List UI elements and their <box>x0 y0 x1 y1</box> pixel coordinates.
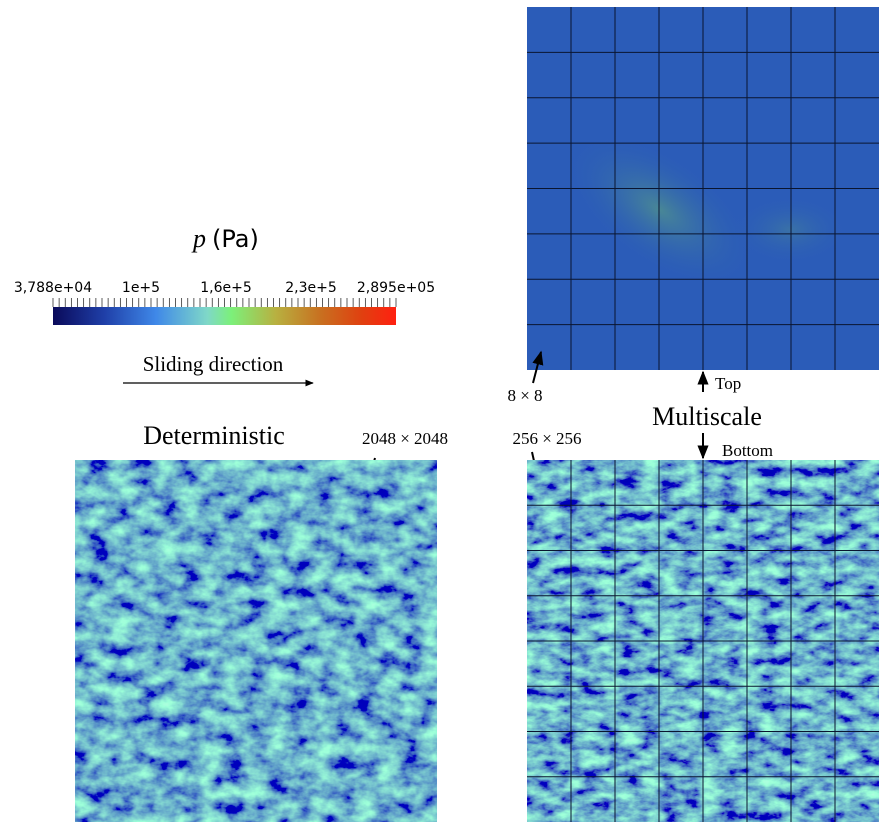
multiscale-title: Multiscale <box>652 402 762 431</box>
arrow <box>532 350 544 384</box>
grid <box>527 7 879 370</box>
top-resolution: 8 × 8 <box>507 386 542 405</box>
legend-symbol: p <box>191 224 206 253</box>
grid <box>527 460 879 822</box>
deterministic-resolution: 2048 × 2048 <box>362 429 448 448</box>
sliding-label: Sliding direction <box>143 352 284 376</box>
colorbar-label: 2,895e+05 <box>357 280 435 296</box>
colorbar-ticks <box>52 298 397 307</box>
colorbar-label: 1,6e+5 <box>200 280 252 296</box>
top-label: Top <box>715 374 741 393</box>
colorbar-label: 2,3e+5 <box>285 280 337 296</box>
bottom-label: Bottom <box>722 441 773 460</box>
colorbar-label: 3,788e+04 <box>14 280 92 296</box>
bottom-resolution: 256 × 256 <box>512 429 581 448</box>
top-field-blob <box>730 195 850 265</box>
top-field-blob <box>564 132 756 288</box>
deterministic-field <box>75 460 437 822</box>
colorbar <box>53 307 396 325</box>
deterministic-title: Deterministic <box>143 421 285 450</box>
colorbar-label: 1e+5 <box>122 280 160 296</box>
legend-unit: (Pa) <box>212 225 259 253</box>
